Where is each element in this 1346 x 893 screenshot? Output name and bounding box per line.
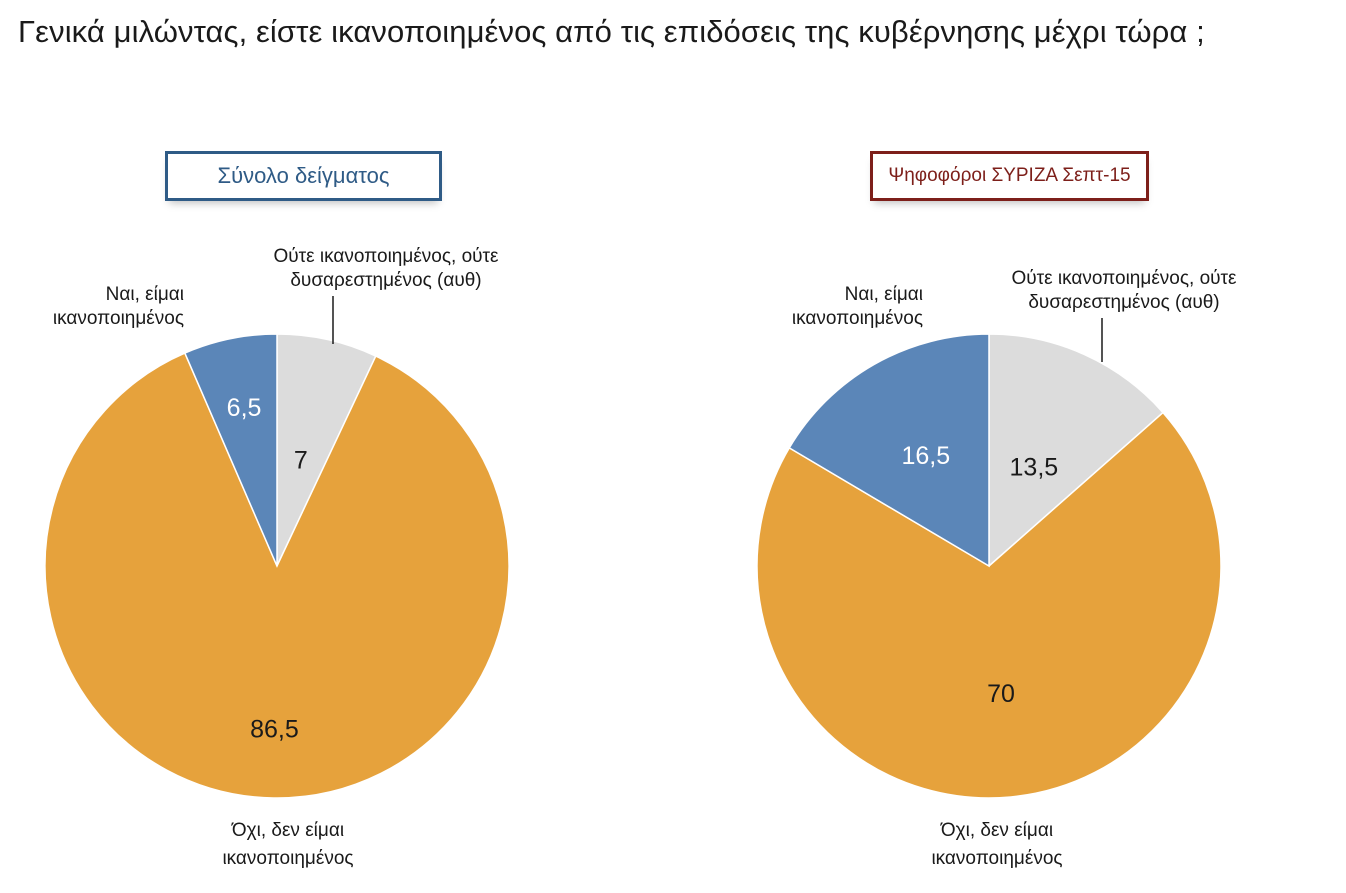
pie-slice bbox=[988, 333, 1165, 568]
pie-chart-total-sample: 7 86,5 6,5 Ναι, είμαι ικανοποιημένος Ούτε ικα… bbox=[44, 246, 510, 869]
chart-title-label: Ψηφοφόροι ΣΥΡΙΖΑ Σεπτ-15 bbox=[888, 165, 1131, 186]
slice-value-label: 86,5 bbox=[250, 715, 299, 743]
slice-value-label: 16,5 bbox=[901, 442, 950, 470]
pie-slice bbox=[756, 411, 1222, 799]
pie-chart-syriza-voters: 13,5 70 16,5 Ναι, είμαι ικανοποιημένος Ούτε ι… bbox=[756, 268, 1237, 869]
pie-slice bbox=[788, 333, 990, 568]
pie-slice bbox=[276, 333, 377, 567]
slice-category-label: Ούτε ικανοποιημένος, ούτε δυσαρεστημένος … bbox=[273, 246, 499, 291]
slice-category-label: Ναι, είμαι ικανοποιημένος bbox=[792, 284, 923, 329]
slice-category-label: Ναι, είμαι ικανοποιημένος bbox=[53, 284, 184, 329]
slice-category-label: Ούτε ικανοποιημένος, ούτε δυσαρεστημένος … bbox=[1011, 268, 1237, 313]
chart-title-syriza-voters: Ψηφοφόροι ΣΥΡΙΖΑ Σεπτ-15 bbox=[870, 151, 1149, 201]
chart-title-label: Σύνολο δείγματος bbox=[217, 163, 390, 188]
slice-value-label: 6,5 bbox=[227, 394, 262, 422]
page-title: Γενικά μιλώντας, είστε ικανοποιημένος απ… bbox=[18, 14, 1205, 49]
slice-category-label: Όχι, δεν είμαι ικανοποιημένος bbox=[222, 820, 353, 869]
pie-slice bbox=[183, 333, 278, 567]
chart-title-total-sample: Σύνολο δείγματος bbox=[165, 151, 442, 201]
slice-value-label: 7 bbox=[294, 447, 308, 475]
slice-category-label: Όχι, δεν είμαι ικανοποιημένος bbox=[931, 820, 1062, 869]
slice-value-label: 70 bbox=[987, 680, 1015, 708]
pie-slice bbox=[44, 352, 510, 799]
slice-value-label: 13,5 bbox=[1010, 454, 1059, 482]
